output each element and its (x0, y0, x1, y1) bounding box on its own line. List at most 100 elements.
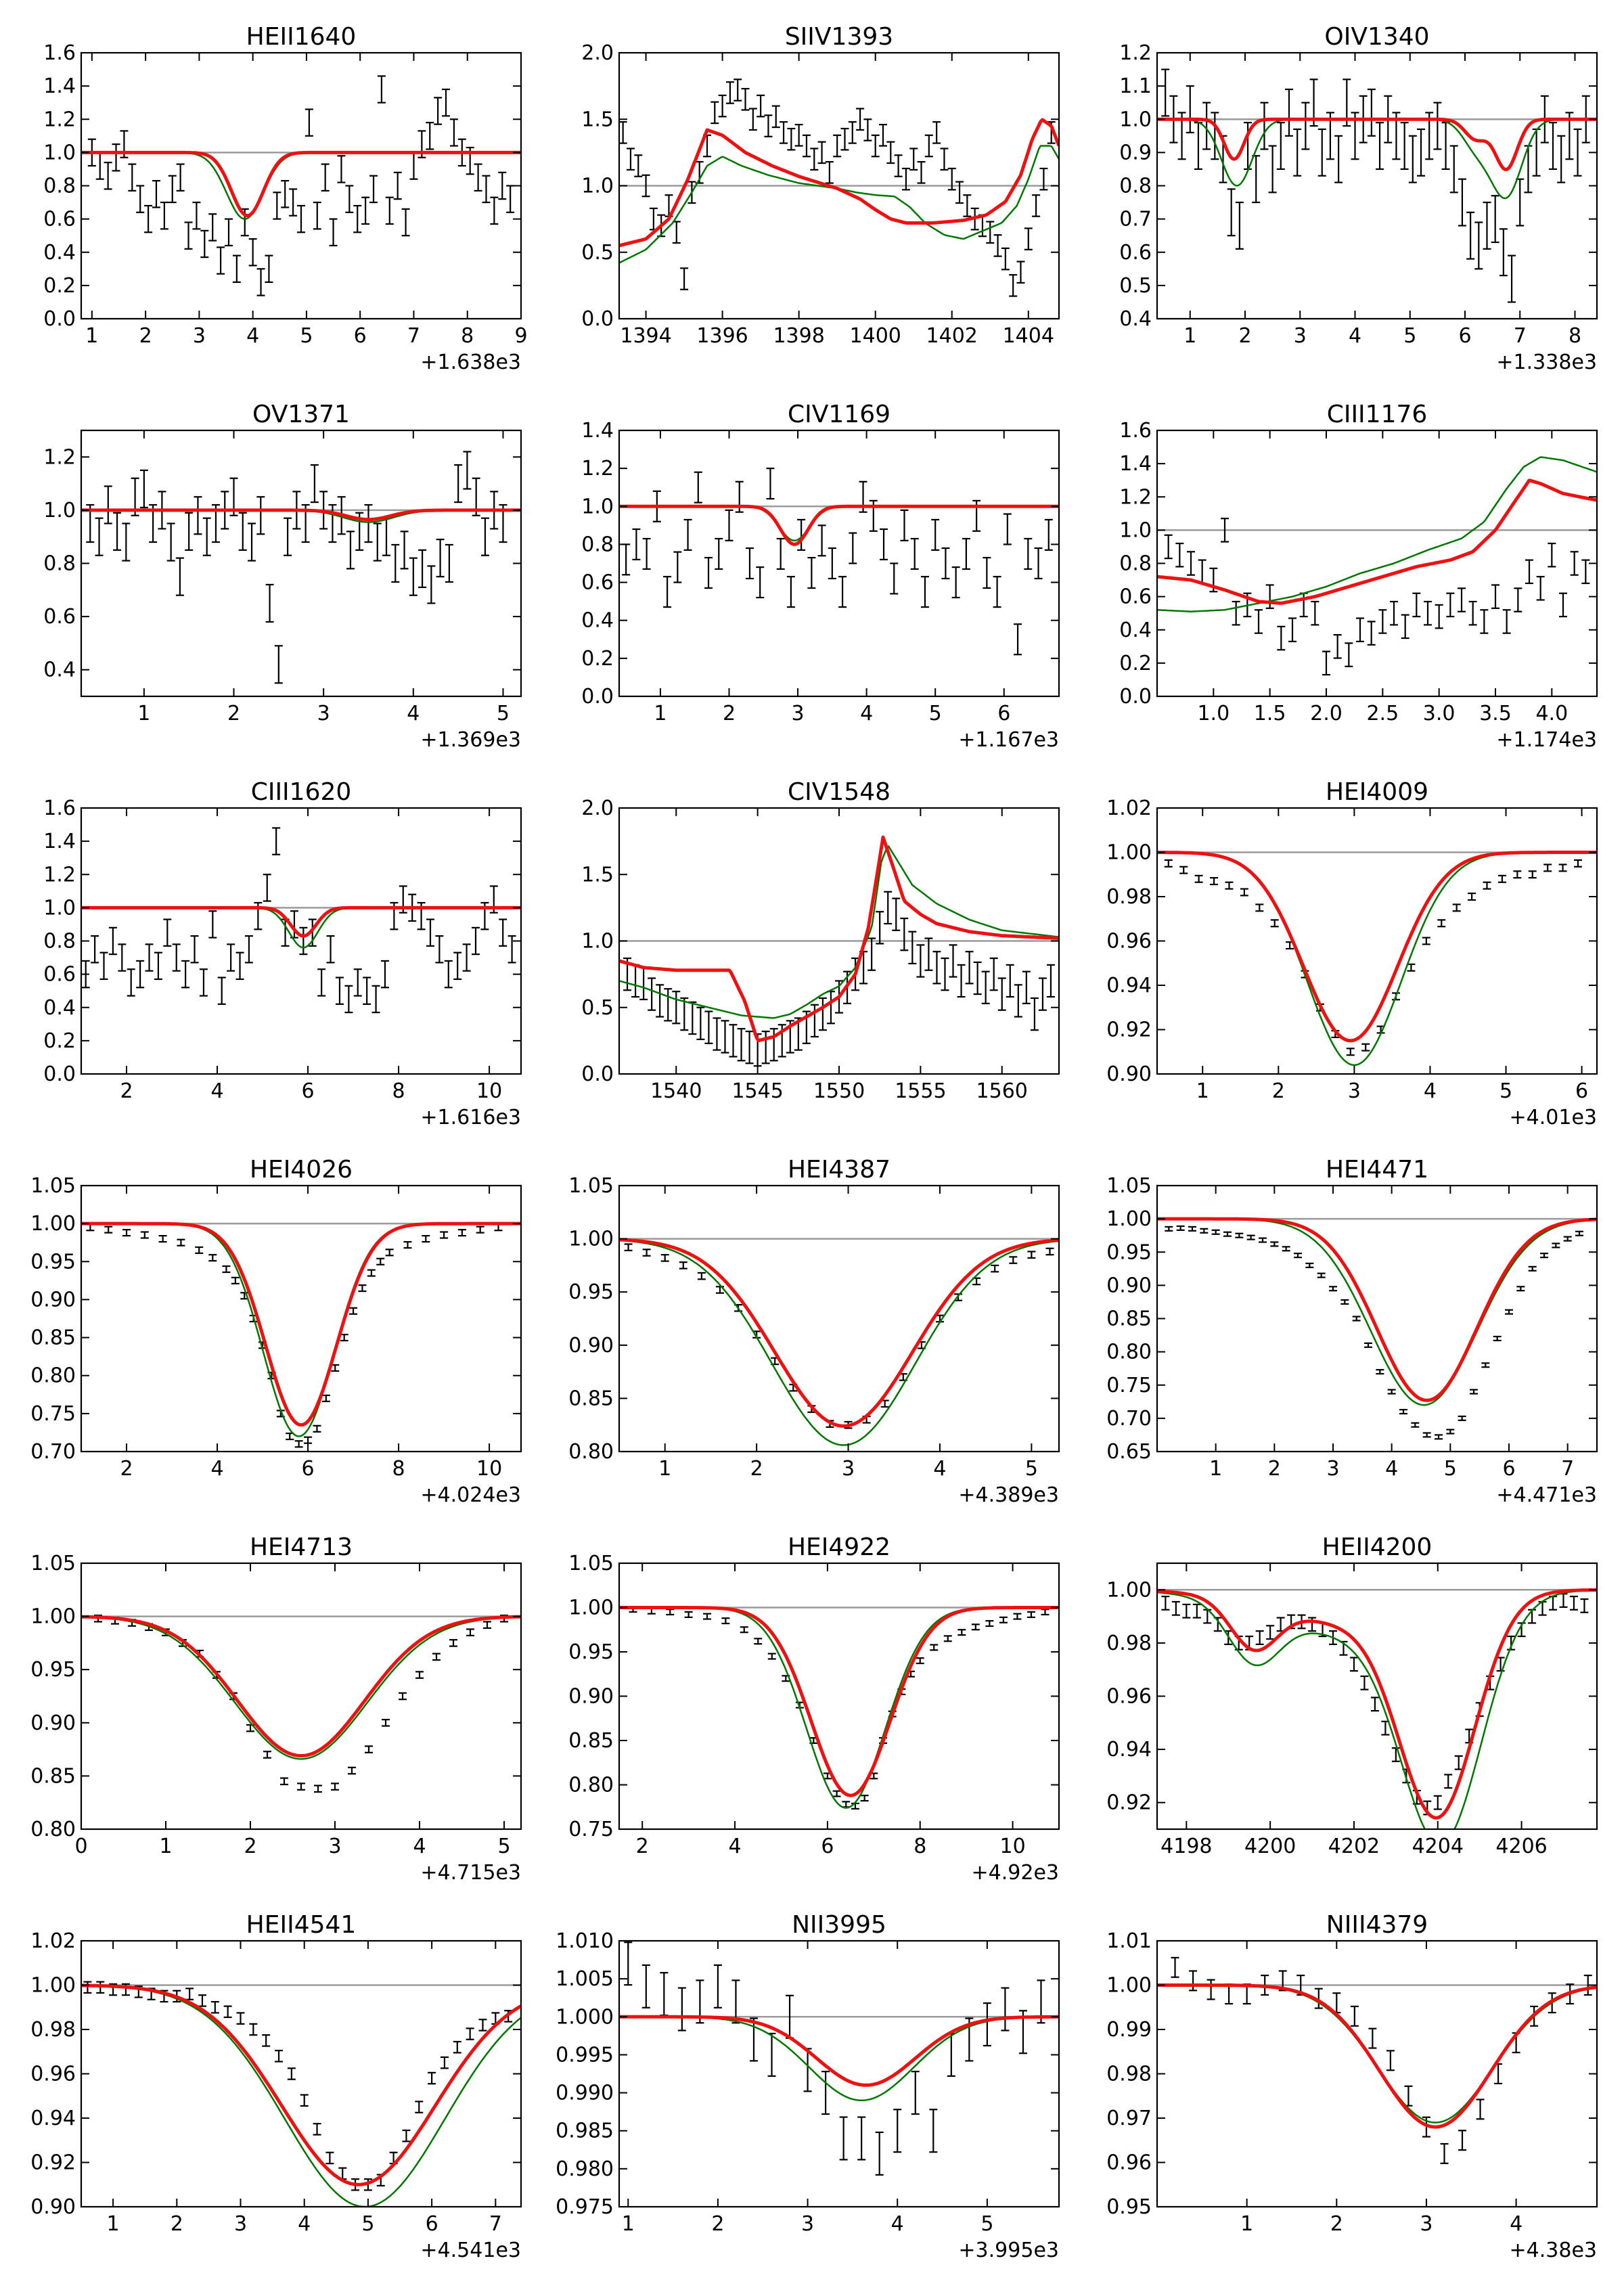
y-tick-label: 0.6 (1119, 585, 1152, 609)
x-tick-label: 4.0 (1535, 702, 1568, 725)
data-point (128, 163, 137, 192)
data-point (929, 2109, 938, 2153)
y-tick-label: 1.000 (556, 2005, 614, 2029)
series-model-red (81, 508, 521, 522)
data-point (1525, 559, 1533, 585)
y-tick-label: 0.985 (556, 2119, 614, 2143)
data-point (313, 2123, 321, 2136)
data-point (248, 522, 256, 562)
plot-area (81, 827, 521, 1014)
data-point (683, 518, 692, 551)
y-tick-label: 0.90 (1106, 1062, 1152, 1086)
plot-area (1157, 68, 1597, 303)
data-point (947, 2032, 955, 2077)
plot-area (619, 1606, 1059, 1810)
data-point (965, 951, 974, 985)
data-point (849, 532, 857, 564)
x-tick-label: 2 (750, 1457, 763, 1481)
data-point (1187, 551, 1195, 576)
data-point (818, 997, 827, 1031)
series-model-red (1157, 1588, 1597, 1820)
y-tick-label: 0.0 (43, 1062, 76, 1086)
y-tick-label: 0.85 (1106, 1307, 1152, 1331)
y-tick-label: 0.98 (1106, 2063, 1152, 2086)
series-model-green (619, 145, 1059, 264)
data-point (737, 1028, 746, 1062)
data-point (199, 968, 208, 997)
y-tick-label: 0.75 (568, 1818, 614, 1841)
data-point (924, 937, 933, 971)
data-point (1255, 1630, 1264, 1645)
data-point (304, 108, 313, 137)
data-point (1549, 122, 1557, 171)
data-point (340, 1333, 348, 1342)
data-point (506, 185, 515, 213)
series-model-red (1157, 851, 1597, 1043)
x-tick-label: 1 (137, 702, 150, 725)
data-point (886, 141, 895, 164)
panel-title: HEI4387 (788, 1156, 890, 1184)
data-point (1433, 1795, 1442, 1810)
data-point (152, 180, 160, 208)
data-point (787, 127, 796, 151)
data-point (1349, 1657, 1358, 1672)
x-tick-label: 3 (801, 2212, 814, 2236)
data-point (208, 910, 217, 939)
panel-title: OIV1340 (1324, 23, 1429, 51)
data-point (673, 551, 682, 583)
data-point (453, 951, 462, 981)
x-offset-label: +4.389e3 (958, 1483, 1059, 1507)
series-model-red (619, 118, 1059, 248)
series-model-red (81, 1221, 521, 1427)
data-point (163, 918, 172, 947)
data-point (369, 175, 378, 204)
data-point (694, 471, 702, 503)
panel-title: CIII1620 (251, 778, 352, 806)
y-tick-label: 0.9 (1119, 141, 1152, 164)
plot-area (1157, 1217, 1597, 1440)
series-model-red (1157, 117, 1597, 171)
data-point (1046, 964, 1055, 998)
data-point (679, 1261, 687, 1270)
data-point (1014, 984, 1022, 1018)
data-point (418, 549, 427, 588)
data-point (745, 547, 754, 580)
x-tick-label: 6 (1502, 1457, 1515, 1481)
data-point (955, 181, 964, 204)
data-point (680, 267, 689, 290)
x-tick-label: 10 (476, 1457, 502, 1481)
y-tick-label: 1.00 (30, 1605, 76, 1629)
x-tick-label: 1560 (976, 1079, 1028, 1103)
axes-frame (1156, 807, 1598, 1075)
data-point (95, 152, 104, 180)
data-point (833, 134, 842, 158)
data-point (664, 988, 673, 1022)
y-tick-label: 1.2 (1119, 41, 1152, 65)
x-offset-label: +1.174e3 (1496, 728, 1597, 752)
data-point (1027, 1611, 1035, 1619)
data-point (981, 970, 990, 1004)
data-point (498, 171, 507, 200)
data-point (1171, 1600, 1180, 1616)
data-point (1368, 2027, 1377, 2049)
data-point (767, 1653, 776, 1660)
x-tick-label: 4 (246, 324, 259, 348)
data-point (1164, 859, 1173, 868)
data-point (1165, 1226, 1173, 1232)
data-point (924, 134, 933, 158)
data-point (828, 547, 836, 580)
data-point (940, 148, 949, 171)
data-point (1225, 1983, 1234, 2005)
x-tick-label: 6 (1575, 1079, 1588, 1103)
data-point (1360, 1675, 1369, 1690)
data-point (83, 1981, 92, 1994)
x-tick-label: 3 (1294, 324, 1307, 348)
data-point (1367, 88, 1376, 137)
y-tick-label: 1.005 (556, 1967, 614, 1991)
data-point (313, 201, 321, 230)
data-point (426, 918, 434, 947)
data-point (453, 2040, 461, 2054)
data-point (1435, 604, 1443, 629)
x-tick-label: 6 (354, 324, 367, 348)
